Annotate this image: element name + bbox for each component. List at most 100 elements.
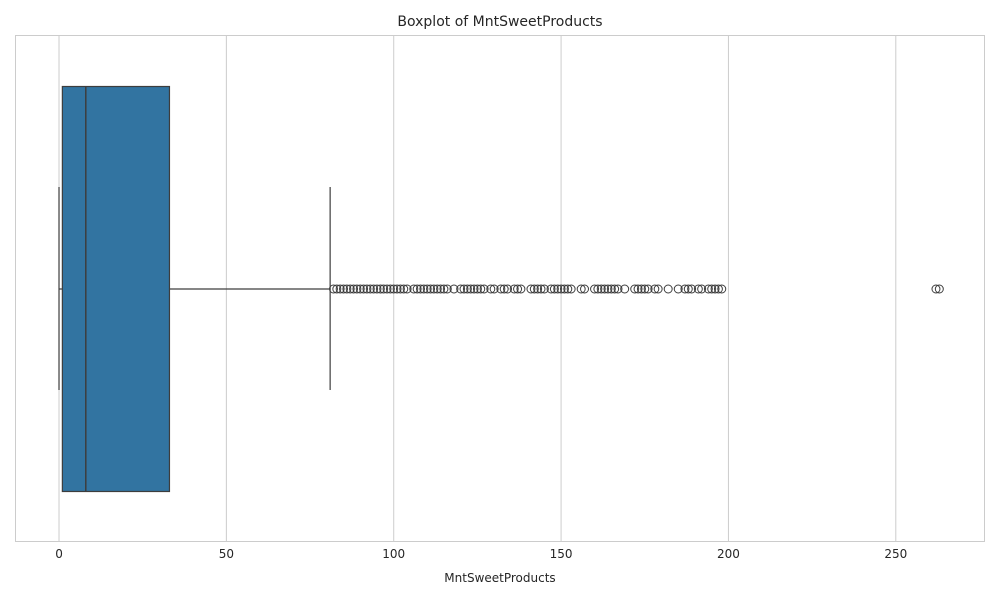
outlier-point bbox=[392, 284, 402, 294]
outlier-point bbox=[352, 284, 362, 294]
outlier-point bbox=[603, 284, 613, 294]
interquartile-box bbox=[61, 85, 171, 493]
outlier-point bbox=[332, 284, 342, 294]
outlier-point bbox=[416, 284, 426, 294]
outlier-point bbox=[479, 284, 489, 294]
x-tick-label: 250 bbox=[884, 547, 907, 561]
outlier-point bbox=[620, 284, 630, 294]
outlier-point bbox=[643, 284, 653, 294]
outlier-point bbox=[372, 284, 382, 294]
outlier-point bbox=[365, 284, 375, 294]
outlier-point bbox=[382, 284, 392, 294]
outlier-point bbox=[442, 284, 452, 294]
outlier-point bbox=[345, 284, 355, 294]
outlier-point bbox=[546, 284, 556, 294]
outlier-point bbox=[526, 284, 536, 294]
outlier-point bbox=[385, 284, 395, 294]
outlier-point bbox=[456, 284, 466, 294]
outlier-point bbox=[486, 284, 496, 294]
outlier-point bbox=[596, 284, 606, 294]
outlier-point bbox=[553, 284, 563, 294]
outlier-point bbox=[432, 284, 442, 294]
outlier-point bbox=[613, 284, 623, 294]
outlier-point bbox=[556, 284, 566, 294]
outlier-point bbox=[687, 284, 697, 294]
plot-area-frame bbox=[15, 35, 985, 542]
outlier-point bbox=[375, 284, 385, 294]
outlier-point bbox=[563, 284, 573, 294]
outlier-point bbox=[934, 284, 944, 294]
outlier-point bbox=[503, 284, 513, 294]
outlier-point bbox=[335, 284, 345, 294]
outlier-point bbox=[533, 284, 543, 294]
outlier-point bbox=[610, 284, 620, 294]
outlier-point bbox=[412, 284, 422, 294]
outlier-point bbox=[536, 284, 546, 294]
x-tick-label: 0 bbox=[55, 547, 63, 561]
outlier-point bbox=[469, 284, 479, 294]
outlier-point bbox=[328, 284, 338, 294]
outlier-point bbox=[379, 284, 389, 294]
outlier-point bbox=[426, 284, 436, 294]
outlier-point bbox=[697, 284, 707, 294]
outlier-points bbox=[328, 284, 944, 294]
outlier-point bbox=[931, 284, 941, 294]
outlier-point bbox=[489, 284, 499, 294]
outlier-point bbox=[459, 284, 469, 294]
outlier-point bbox=[395, 284, 405, 294]
outlier-point bbox=[439, 284, 449, 294]
outlier-point bbox=[576, 284, 586, 294]
outlier-point bbox=[355, 284, 365, 294]
outlier-point bbox=[710, 284, 720, 294]
outlier-point bbox=[539, 284, 549, 294]
outlier-point bbox=[600, 284, 610, 294]
outlier-point bbox=[436, 284, 446, 294]
outlier-point bbox=[559, 284, 569, 294]
outlier-point bbox=[362, 284, 372, 294]
outlier-point bbox=[680, 284, 690, 294]
outlier-point bbox=[509, 284, 519, 294]
x-tick-labels: 0 50 100 150 200 250 bbox=[55, 547, 907, 561]
outlier-point bbox=[703, 284, 713, 294]
outlier-point bbox=[429, 284, 439, 294]
outlier-point bbox=[640, 284, 650, 294]
outlier-point bbox=[606, 284, 616, 294]
outlier-point bbox=[593, 284, 603, 294]
outlier-point bbox=[630, 284, 640, 294]
outlier-point bbox=[409, 284, 419, 294]
outlier-point bbox=[369, 284, 379, 294]
outlier-point bbox=[472, 284, 482, 294]
outlier-point bbox=[499, 284, 509, 294]
outlier-point bbox=[566, 284, 576, 294]
outlier-point bbox=[590, 284, 600, 294]
outlier-point bbox=[399, 284, 409, 294]
outlier-point bbox=[422, 284, 432, 294]
x-tick-label: 100 bbox=[382, 547, 405, 561]
outlier-point bbox=[449, 284, 459, 294]
outlier-point bbox=[653, 284, 663, 294]
box-element bbox=[58, 85, 331, 493]
outlier-point bbox=[693, 284, 703, 294]
x-tick-label: 200 bbox=[717, 547, 740, 561]
outlier-point bbox=[633, 284, 643, 294]
outlier-point bbox=[650, 284, 660, 294]
gridlines bbox=[58, 35, 897, 542]
outlier-point bbox=[636, 284, 646, 294]
outlier-point bbox=[476, 284, 486, 294]
outlier-point bbox=[359, 284, 369, 294]
outlier-point bbox=[402, 284, 412, 294]
outlier-point bbox=[717, 284, 727, 294]
x-axis-label: MntSweetProducts bbox=[444, 571, 555, 585]
outlier-point bbox=[529, 284, 539, 294]
outlier-point bbox=[462, 284, 472, 294]
outlier-point bbox=[673, 284, 683, 294]
outlier-point bbox=[389, 284, 399, 294]
outlier-point bbox=[419, 284, 429, 294]
outlier-point bbox=[342, 284, 352, 294]
outlier-point bbox=[339, 284, 349, 294]
outlier-point bbox=[349, 284, 359, 294]
outlier-point bbox=[580, 284, 590, 294]
x-tick-label: 150 bbox=[550, 547, 573, 561]
outlier-point bbox=[713, 284, 723, 294]
